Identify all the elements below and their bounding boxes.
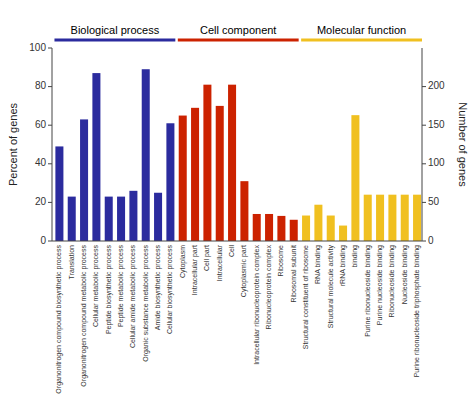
bar	[240, 181, 248, 241]
x-tick-label: Organonitrogen compound biosynthetic pro…	[55, 245, 63, 394]
x-tick-label: Structural molecule activity	[327, 245, 335, 329]
group-annotations: Biological process Cell component Molecula…	[54, 24, 422, 40]
y2-tick-label: 50	[428, 196, 440, 207]
y-tick	[48, 241, 52, 242]
x-tick-label: Nucleoside binding	[401, 245, 409, 304]
group-line	[54, 39, 175, 42]
bar	[55, 146, 63, 241]
y-axis-label: Percent of genes	[7, 102, 19, 186]
bar	[413, 195, 421, 241]
y-axis-line	[52, 48, 53, 241]
y-tick-label: 0	[40, 235, 46, 246]
bar	[265, 214, 273, 241]
x-tick-label: Cytoplasmic part	[240, 245, 248, 297]
group-line	[301, 39, 422, 42]
bar	[191, 108, 199, 241]
x-tick-label: Structural constituent of ribosome	[302, 245, 309, 349]
x-tick-label: Cellular metabolic process	[92, 245, 100, 328]
x-tick-label: Intracellular ribonucleoprotein complex	[253, 245, 261, 365]
x-tick-label: Intracellular part	[191, 245, 199, 295]
y2-axis-label: Number of genes	[457, 102, 469, 187]
axes: 0 20 40 60 80 100 0 50 100 150 200 Organonitrogen c…	[29, 42, 445, 394]
bar	[203, 85, 211, 241]
y2-tick	[422, 163, 426, 164]
bar	[277, 216, 285, 241]
chart: 0 20 40 60 80 100 0 50 100 150 200 Organonitrogen c…	[0, 0, 474, 413]
y-tick	[48, 202, 52, 203]
group-line	[178, 39, 299, 42]
y2-tick	[422, 241, 426, 242]
x-tick-label: Peptide biosynthetic process	[105, 245, 113, 335]
y2-tick-label: 150	[428, 119, 445, 130]
bar	[253, 214, 261, 241]
x-tick-label: Ribosomal subunit	[290, 245, 297, 303]
y-tick	[48, 163, 52, 164]
bar	[105, 197, 113, 241]
y2-tick	[422, 202, 426, 203]
y2-axis-line	[422, 48, 423, 241]
bar	[129, 191, 137, 241]
y-tick-label: 80	[35, 80, 47, 91]
bar	[166, 123, 174, 241]
bar	[216, 106, 224, 241]
x-tick-label: Cellular amide metabolic process	[129, 245, 137, 349]
y-tick	[48, 125, 52, 126]
bar	[68, 197, 76, 241]
bar	[351, 115, 359, 241]
group-label: Molecular function	[317, 24, 406, 36]
bar	[117, 197, 125, 241]
x-tick-label: rRNA binding	[339, 245, 347, 286]
group-label: Cell component	[200, 24, 276, 36]
bars	[55, 69, 421, 241]
y-tick	[48, 86, 52, 87]
bar	[290, 220, 298, 241]
group-label: Biological process	[71, 24, 160, 36]
x-tick-label: Cytoplasm	[179, 245, 187, 278]
bar	[179, 116, 187, 241]
bar	[327, 216, 335, 241]
y2-tick-label: 100	[428, 157, 445, 168]
x-tick-label: Purine ribonucleoside binding	[364, 245, 372, 337]
bar	[80, 119, 88, 241]
y-tick-label: 40	[35, 157, 47, 168]
x-tick-label: Peptide metabolic process	[117, 245, 125, 328]
bar	[376, 195, 384, 241]
y2-tick	[422, 125, 426, 126]
bar	[142, 69, 150, 241]
x-tick-label: Cell	[228, 245, 235, 258]
x-tick-label: RNA binding	[314, 245, 322, 284]
x-tick-label: Purine ribonucleoside triphosphate bindi…	[413, 245, 421, 377]
bar	[364, 195, 372, 241]
y2-tick	[422, 86, 426, 87]
bar	[339, 226, 347, 241]
x-tick-label: Amide biosynthetic process	[154, 245, 162, 331]
bar	[314, 205, 322, 241]
y-tick-label: 20	[35, 196, 47, 207]
x-tick-label: Organic substance metabolic process	[142, 245, 150, 362]
x-tick-label: Translation	[68, 245, 75, 279]
y-tick-label: 60	[35, 119, 47, 130]
x-tick-label: binding	[351, 245, 359, 268]
y2-tick-label: 200	[428, 80, 445, 91]
bar	[154, 193, 162, 241]
x-tick-label: Cell part	[203, 245, 211, 271]
bar	[92, 73, 100, 241]
bar	[228, 85, 236, 241]
x-tick-label: Organonitrogen compound metabolic proces…	[80, 245, 88, 387]
x-tick-label: Purine nucleoside binding	[376, 245, 384, 325]
bar	[401, 195, 409, 241]
y-tick-label: 100	[29, 42, 46, 53]
x-axis-line	[52, 241, 422, 242]
y2-tick-label: 0	[428, 235, 434, 246]
x-tick-label: Cellular biosynthetic process	[166, 245, 174, 335]
x-tick-label: Ribonucleoprotein complex	[265, 245, 273, 330]
x-tick-label: Ribosome	[277, 245, 284, 277]
x-tick-label: Intracellular	[216, 244, 223, 281]
bar	[388, 195, 396, 241]
bar	[302, 216, 310, 241]
y-tick	[48, 48, 52, 49]
x-tick-label: Ribonucleoside binding	[388, 245, 396, 317]
